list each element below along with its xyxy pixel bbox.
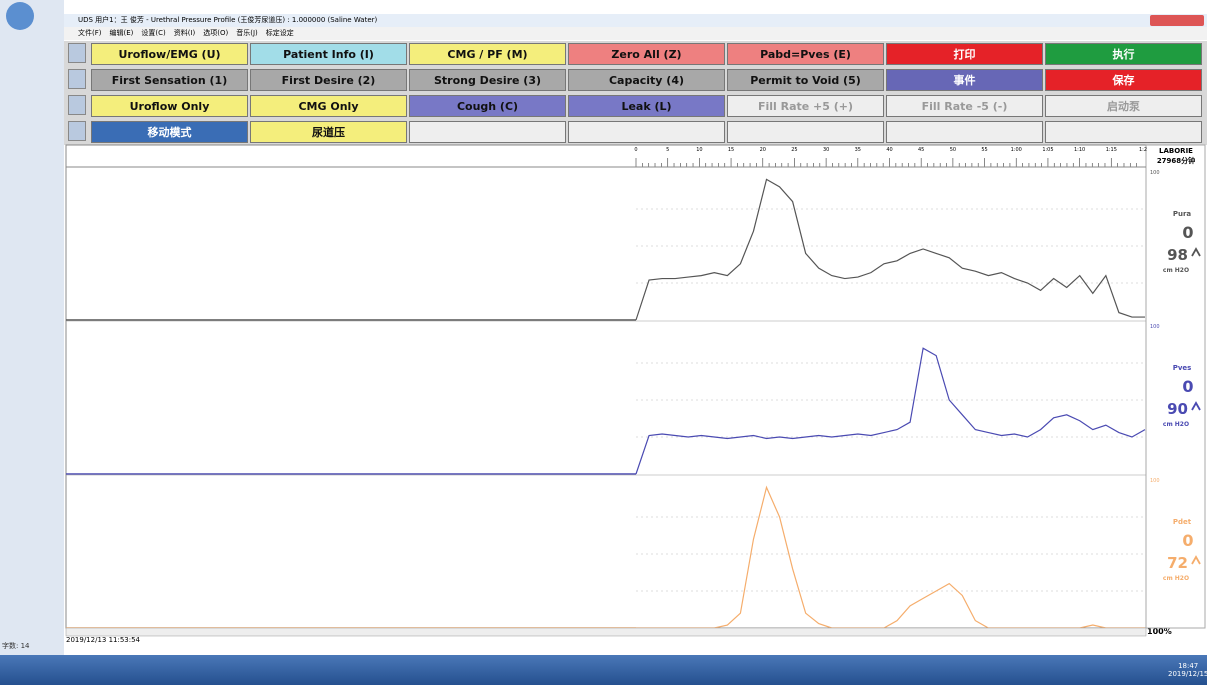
current-value: 72 <box>1167 554 1188 572</box>
menu-item[interactable]: 设置(C) <box>141 29 166 37</box>
menu-item[interactable]: 编辑(E) <box>109 29 134 37</box>
button[interactable]: 打印 <box>886 43 1043 65</box>
toolbar-icon[interactable] <box>68 43 86 63</box>
side-panel <box>0 0 64 655</box>
button[interactable]: CMG Only <box>250 95 407 117</box>
button[interactable]: Uroflow/EMG (U) <box>91 43 248 65</box>
scale-top: 100 <box>1150 170 1160 176</box>
zero-value: 0 <box>1182 223 1193 242</box>
unit: cm H2O <box>1163 575 1189 582</box>
up-arrow <box>1191 247 1201 257</box>
button[interactable] <box>1045 121 1202 143</box>
button[interactable]: First Sensation (1) <box>91 69 248 91</box>
time-label: 50 <box>950 147 956 153</box>
channel-name: Pves <box>1173 364 1192 372</box>
menu-item[interactable]: 选项(O) <box>203 29 229 37</box>
clock: 18:47 2019/12/15 <box>1168 662 1207 678</box>
word-count: 字数: 14 <box>2 642 30 650</box>
up-arrow <box>1191 555 1201 565</box>
trace <box>635 347 1146 475</box>
button[interactable] <box>886 121 1043 143</box>
menu-item[interactable]: 音乐(J) <box>236 29 258 37</box>
button[interactable]: Fill Rate +5 (+) <box>727 95 884 117</box>
button[interactable]: Patient Info (I) <box>250 43 407 65</box>
button[interactable]: 事件 <box>886 69 1043 91</box>
scale-top: 100 <box>1150 478 1160 484</box>
button[interactable]: First Desire (2) <box>250 69 407 91</box>
time-label: 30 <box>823 147 829 153</box>
time-label: 1:15 <box>1106 147 1117 153</box>
time-label: 20 <box>760 147 766 153</box>
button[interactable]: Cough (C) <box>409 95 566 117</box>
button[interactable]: Fill Rate -5 (-) <box>886 95 1043 117</box>
unit: cm H2O <box>1163 421 1189 428</box>
scale-top: 100 <box>1150 324 1160 330</box>
time-label: 10 <box>696 147 702 153</box>
button[interactable]: Zero All (Z) <box>568 43 725 65</box>
brand: LABORIE <box>1159 147 1193 155</box>
button[interactable]: 启动泵 <box>1045 95 1202 117</box>
taskbar <box>0 655 1207 685</box>
button[interactable]: 尿道压 <box>250 121 407 143</box>
channel-name: Pdet <box>1173 518 1192 526</box>
office-button[interactable] <box>6 2 34 30</box>
toolbar-icon[interactable] <box>68 95 86 115</box>
menu-item[interactable]: 资料(I) <box>173 29 196 37</box>
toolbar-icon[interactable] <box>68 121 86 141</box>
zoom[interactable]: 100% <box>1147 627 1172 636</box>
current-value: 98 <box>1167 246 1188 264</box>
clock-time: 18:47 <box>1178 662 1199 670</box>
time-label: 25 <box>791 147 797 153</box>
menu-item[interactable]: 标定设定 <box>265 29 294 37</box>
button[interactable]: 保存 <box>1045 69 1202 91</box>
trace <box>635 178 1145 321</box>
time-label: 1:00 <box>1011 147 1022 153</box>
button[interactable]: Strong Desire (3) <box>409 69 566 91</box>
menu-bar: 文件(F) 编辑(E) 设置(C) 资料(I) 选项(O) 音乐(J) 标定设定 <box>64 27 1207 40</box>
button[interactable] <box>568 121 725 143</box>
time-label: 15 <box>728 147 734 153</box>
menu-item[interactable]: 文件(F) <box>78 29 102 37</box>
button[interactable]: 执行 <box>1045 43 1202 65</box>
time-label: 1:05 <box>1042 147 1053 153</box>
time-label: 45 <box>918 147 924 153</box>
button-panel: Uroflow/EMG (U) Patient Info (I) CMG / PF … <box>64 41 1207 145</box>
button[interactable]: Leak (L) <box>568 95 725 117</box>
time-label: 0 <box>634 147 637 153</box>
time-label: 5 <box>666 147 669 153</box>
duration: 27968分钟 <box>1157 156 1195 165</box>
timestamp: 2019/12/13 11:53:54 <box>66 636 141 644</box>
chart-frame <box>65 144 1206 629</box>
button[interactable] <box>409 121 566 143</box>
up-arrow <box>1191 401 1201 411</box>
right-panel <box>1145 144 1206 629</box>
button[interactable]: Uroflow Only <box>91 95 248 117</box>
time-label: 55 <box>981 147 987 153</box>
title-bar: UDS 用户1：王 俊芳 - Urethral Pressure Profile… <box>64 14 1207 27</box>
button[interactable] <box>727 121 884 143</box>
scrollbar <box>65 627 1147 637</box>
button[interactable]: 移动模式 <box>91 121 248 143</box>
trace-area: 0 5 10 15 20 25 30 35 40 45 50 55 1:00 1:05 1:10 1:15 1:… <box>65 144 1206 637</box>
button[interactable]: Capacity (4) <box>568 69 725 91</box>
channel-name: Pura <box>1173 210 1192 218</box>
current-value: 90 <box>1167 400 1188 418</box>
clock-date: 2019/12/15 <box>1168 670 1207 678</box>
time-label: 1:10 <box>1074 147 1085 153</box>
button[interactable]: Permit to Void (5) <box>727 69 884 91</box>
toolbar-icon[interactable] <box>68 69 86 89</box>
window-controls[interactable] <box>1150 15 1204 26</box>
zero-value: 0 <box>1182 377 1193 396</box>
time-label: 35 <box>855 147 861 153</box>
unit: cm H2O <box>1163 267 1189 274</box>
button[interactable]: CMG / PF (M) <box>409 43 566 65</box>
button[interactable]: Pabd=Pves (E) <box>727 43 884 65</box>
time-label: 1:2 <box>1139 147 1147 153</box>
zero-value: 0 <box>1182 531 1193 550</box>
time-label: 40 <box>886 147 892 153</box>
